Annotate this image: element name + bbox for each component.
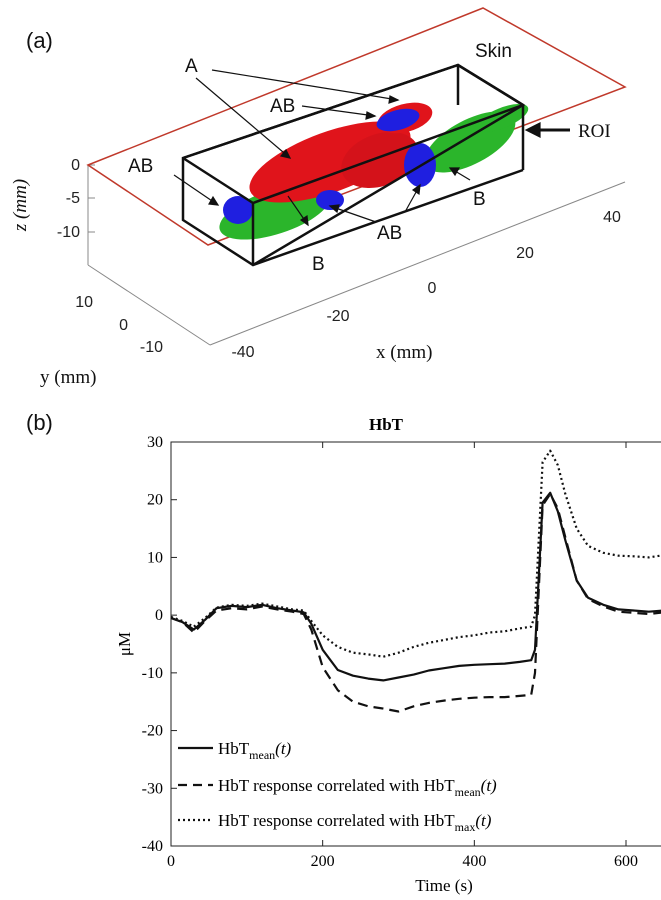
legend-suffix: (t)	[475, 811, 491, 830]
annotation-arrows	[173, 69, 570, 227]
x-axis: -40 -20 0 20 40 x (mm)	[231, 209, 621, 363]
y-tick-label: -10	[140, 339, 163, 356]
skin-label: Skin	[475, 41, 512, 62]
y-axis-label: μM	[115, 632, 134, 656]
roi-box-front	[181, 63, 526, 267]
x-tick-label: 20	[516, 245, 534, 262]
axis-frame-3d	[87, 165, 626, 346]
z-axis: 0 -5 -10 z (mm)	[10, 157, 95, 241]
region-a-label: A	[185, 56, 198, 77]
legend-entry-2: HbT response correlated with HbTmax(t)	[218, 811, 492, 834]
y-tick-label: -10	[142, 665, 163, 682]
y-tick-label: 20	[147, 492, 163, 509]
x-tick-label: 0	[428, 280, 437, 297]
legend: HbTmean(t) HbT response correlated with …	[178, 739, 497, 834]
y-tick-label: 10	[147, 549, 163, 566]
y-tick-label: -40	[142, 838, 163, 855]
region-ab-label: AB	[128, 156, 153, 177]
z-axis-label: z (mm)	[10, 179, 31, 232]
z-tick-label: -5	[66, 190, 80, 207]
panel-a: (a) 0 -5 -10 z (mm) 10 0 -10 y (mm) -40	[10, 7, 627, 388]
legend-sub: mean	[249, 748, 275, 762]
region-b-label: B	[473, 189, 486, 210]
y-axis-ticks: 30 20 10 0 -10 -20 -30 -40	[142, 434, 177, 855]
y-tick-label: 0	[155, 607, 163, 624]
chart-title: HbT	[369, 415, 404, 434]
x-axis-label: x (mm)	[376, 342, 432, 363]
panel-b: (b) HbT 30 20 10 0 -10 -20 -30 -40 0 200 400 600 μ…	[26, 410, 661, 895]
x-tick-label: 40	[603, 209, 621, 226]
x-axis-label: Time (s)	[415, 876, 472, 895]
region-labels: A AB AB AB B B Skin ROI	[128, 41, 611, 275]
panel-a-label: (a)	[26, 28, 53, 53]
z-tick-label: 0	[71, 157, 80, 174]
x-tick-label: -20	[326, 308, 349, 325]
region-b-label: B	[312, 254, 325, 275]
skin-plane	[86, 7, 627, 246]
region-ab-label: AB	[377, 223, 402, 244]
series-lines	[170, 449, 661, 713]
legend-entry-1: HbT response correlated with HbTmean(t)	[218, 776, 497, 799]
roi-label: ROI	[578, 121, 611, 142]
region-ab-blob	[223, 196, 253, 224]
legend-suffix: (t)	[275, 739, 291, 758]
series-line-dotted	[170, 449, 661, 658]
legend-sub: max	[455, 820, 476, 834]
region-ab-blob	[316, 190, 344, 210]
y-tick-label: 30	[147, 434, 163, 451]
x-tick-label: -40	[231, 344, 254, 361]
series-line-dashed	[170, 492, 661, 713]
region-a-blob	[341, 131, 419, 189]
panel-b-label: (b)	[26, 410, 53, 435]
region-ab-label: AB	[270, 96, 295, 117]
x-tick-label: 600	[614, 853, 638, 870]
legend-name: HbT response correlated with HbT	[218, 811, 455, 830]
legend-name: HbT response correlated with HbT	[218, 776, 455, 795]
y-tick-label: 0	[119, 317, 128, 334]
legend-suffix: (t)	[481, 776, 497, 795]
x-tick-label: 400	[462, 853, 486, 870]
y-tick-label: 10	[75, 294, 93, 311]
legend-name: HbT	[218, 739, 250, 758]
y-tick-label: -20	[142, 723, 163, 740]
legend-sub: mean	[455, 785, 481, 799]
legend-entry-0: HbTmean(t)	[218, 739, 292, 762]
y-axis-label: y (mm)	[40, 367, 96, 388]
x-tick-label: 200	[311, 853, 335, 870]
y-axis: 10 0 -10 y (mm)	[40, 294, 163, 388]
y-tick-label: -30	[142, 780, 163, 797]
plot-area	[170, 441, 661, 847]
x-tick-label: 0	[167, 853, 175, 870]
region-ab-blob	[376, 108, 420, 132]
series-line-solid	[170, 491, 661, 682]
x-axis-ticks: 0 200 400 600	[167, 442, 638, 870]
z-tick-label: -10	[57, 224, 80, 241]
